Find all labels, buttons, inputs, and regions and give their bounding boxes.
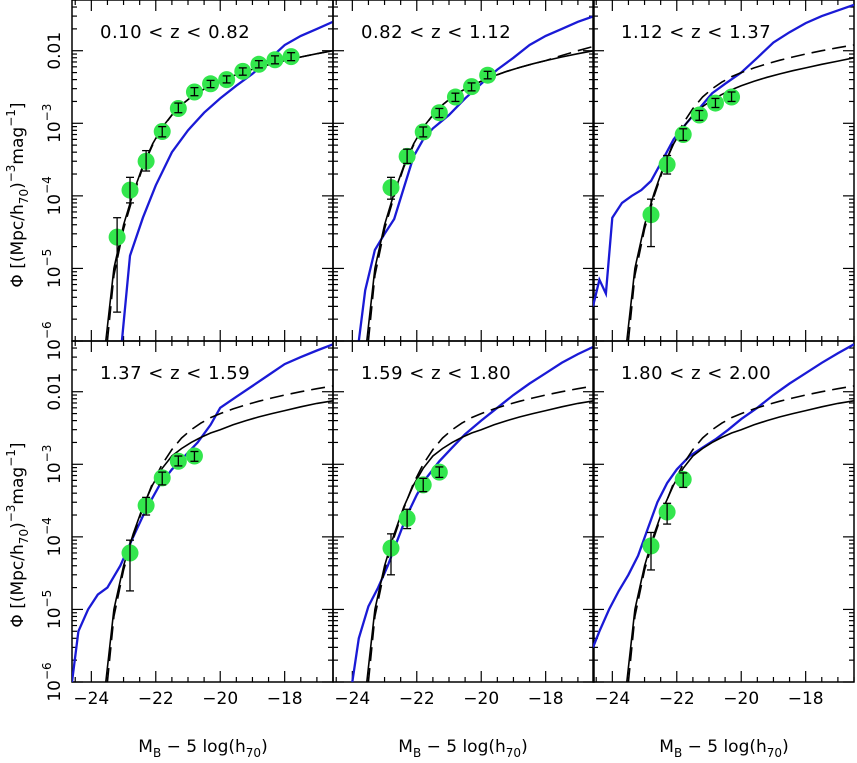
- svg-text:Φ [(Mpc/h70)−3mag−1]: Φ [(Mpc/h70)−3mag−1]: [4, 442, 31, 627]
- panel-title: 0.82 < z < 1.12: [361, 22, 511, 43]
- xlabel-col2: MB − 5 log(h70): [398, 737, 527, 760]
- x-tick-label: −24: [594, 689, 630, 709]
- y-tick-label: 10−6: [40, 321, 65, 360]
- y-tick-label: 10−3: [40, 104, 65, 143]
- y-tick-label: 0.01: [45, 373, 65, 411]
- xlabel-col3: MB − 5 log(h70): [659, 737, 788, 760]
- model-curve-blue: [120, 20, 333, 341]
- svg-text:Φ [(Mpc/h70)−3mag−1]: Φ [(Mpc/h70)−3mag−1]: [4, 102, 31, 287]
- panel-title: 1.12 < z < 1.37: [621, 22, 771, 43]
- fit-curve-dashed: [627, 385, 854, 682]
- y-tick-label: 10−5: [40, 590, 65, 629]
- fit-curve-solid: [366, 400, 594, 682]
- x-tick-label: −20: [463, 689, 499, 709]
- x-tick-label: −20: [202, 689, 238, 709]
- y-tick-label: 10−4: [40, 517, 65, 556]
- x-tick-label: −22: [659, 689, 695, 709]
- model-curve-blue: [357, 15, 594, 341]
- fit-curve-dashed: [367, 385, 594, 682]
- x-tick-label: −20: [723, 689, 759, 709]
- svg-text:MB − 5 log(h70): MB − 5 log(h70): [138, 737, 267, 760]
- x-tick-label: −18: [788, 689, 824, 709]
- panel-title: 1.37 < z < 1.59: [100, 363, 250, 384]
- fit-curve-solid: [105, 400, 333, 682]
- x-tick-label: −18: [267, 689, 303, 709]
- svg-text:MB − 5 log(h70): MB − 5 log(h70): [398, 737, 527, 760]
- panel-2: 0.82 < z < 1.12: [332, 0, 595, 342]
- plot-frame: [332, 340, 595, 683]
- panel-1: 10−6 10−5 10−4 10−3 0.01 0.10 < z < 0.82: [40, 0, 334, 361]
- ylabel-top: Φ [(Mpc/h70)−3mag−1]: [4, 102, 31, 287]
- panel-title: 0.10 < z < 0.82: [100, 22, 250, 43]
- y-tick-label: 10−3: [40, 445, 65, 484]
- panel-6: −24 −22 −20 −18 1.80 < z < 2.00: [592, 340, 855, 709]
- x-tick-label: −22: [138, 689, 174, 709]
- svg-text:MB − 5 log(h70): MB − 5 log(h70): [659, 737, 788, 760]
- ylabel-bottom: Φ [(Mpc/h70)−3mag−1]: [4, 442, 31, 627]
- xlabel-col1: MB − 5 log(h70): [138, 737, 267, 760]
- model-curve-blue: [351, 345, 594, 682]
- x-tick-label: −24: [73, 689, 109, 709]
- y-tick-label: 10−6: [40, 662, 65, 701]
- x-tick-label: −24: [334, 689, 370, 709]
- panel-title: 1.80 < z < 2.00: [621, 363, 771, 384]
- x-tick-label: −22: [399, 689, 435, 709]
- model-curve-blue: [593, 343, 854, 648]
- fit-curve-solid: [105, 49, 333, 341]
- panel-3: 1.12 < z < 1.37: [592, 0, 855, 342]
- y-tick-label: 10−5: [40, 249, 65, 288]
- panel-5: −24 −22 −20 −18 1.59 < z < 1.80: [332, 340, 595, 709]
- plot-frame: [592, 340, 855, 683]
- fit-curve-dashed: [627, 44, 854, 341]
- panel-4: −24 −22 −20 −18 10−6 10−5 10−4 10−3 0.01 1.37 < z…: [40, 340, 334, 709]
- y-tick-label: 10−4: [40, 176, 65, 215]
- y-tick-label: 0.01: [45, 32, 65, 70]
- fit-curve-dashed: [106, 49, 333, 341]
- fit-curve-solid: [626, 400, 854, 682]
- x-tick-label: −18: [528, 689, 564, 709]
- fit-curve-solid: [626, 57, 854, 341]
- fit-curve-dashed: [106, 385, 333, 682]
- panel-title: 1.59 < z < 1.80: [361, 363, 511, 384]
- model-curve-blue: [593, 3, 854, 307]
